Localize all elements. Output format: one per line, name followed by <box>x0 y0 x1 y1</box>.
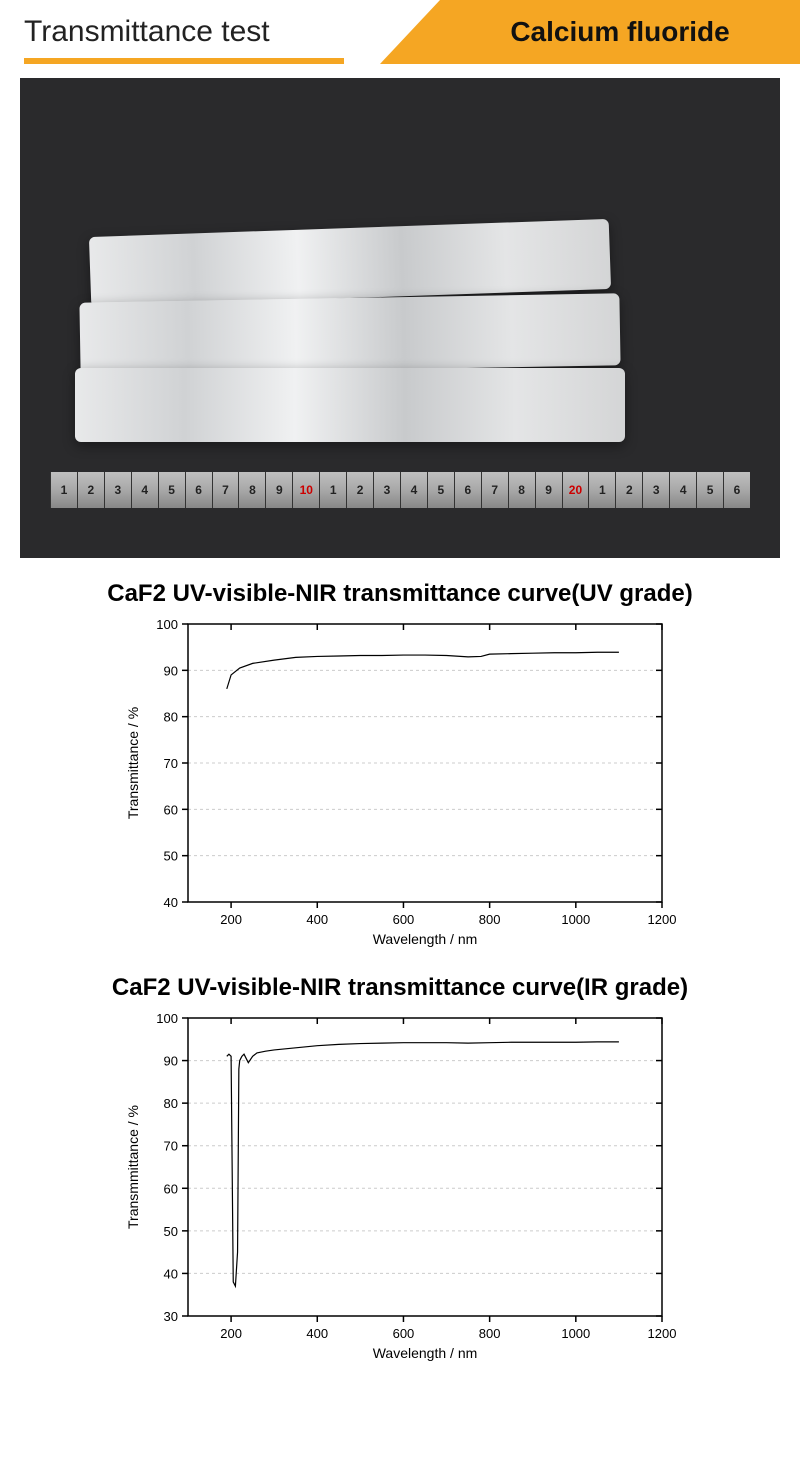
svg-text:400: 400 <box>306 1326 328 1341</box>
svg-text:200: 200 <box>220 1326 242 1341</box>
ruler: 1234567891012345678920123456 <box>50 472 750 508</box>
svg-text:100: 100 <box>156 1011 178 1026</box>
svg-text:50: 50 <box>164 1224 178 1239</box>
svg-text:1000: 1000 <box>561 912 590 927</box>
ruler-tick: 20 <box>562 472 589 508</box>
header-bar: Transmittance test Calcium fluoride <box>0 0 800 64</box>
svg-text:90: 90 <box>164 1054 178 1069</box>
ruler-tick: 3 <box>373 472 400 508</box>
svg-text:600: 600 <box>393 1326 415 1341</box>
svg-text:30: 30 <box>164 1309 178 1324</box>
ruler-tick: 6 <box>723 472 750 508</box>
svg-text:Transmmittance / %: Transmmittance / % <box>125 1105 141 1229</box>
ruler-tick: 7 <box>212 472 239 508</box>
svg-text:800: 800 <box>479 912 501 927</box>
ruler-tick: 9 <box>265 472 292 508</box>
svg-text:80: 80 <box>164 710 178 725</box>
ruler-tick: 3 <box>104 472 131 508</box>
header-underline <box>24 58 344 64</box>
svg-text:200: 200 <box>220 912 242 927</box>
ruler-tick: 1 <box>588 472 615 508</box>
ruler-tick: 5 <box>427 472 454 508</box>
ruler-tick: 5 <box>158 472 185 508</box>
svg-text:80: 80 <box>164 1096 178 1111</box>
ruler-tick: 6 <box>454 472 481 508</box>
svg-text:60: 60 <box>164 802 178 817</box>
header-right-title: Calcium fluoride <box>440 0 800 64</box>
svg-text:800: 800 <box>479 1326 501 1341</box>
svg-text:1000: 1000 <box>561 1326 590 1341</box>
ruler-tick: 6 <box>185 472 212 508</box>
svg-text:1200: 1200 <box>648 912 677 927</box>
ruler-tick: 4 <box>400 472 427 508</box>
svg-text:60: 60 <box>164 1181 178 1196</box>
ruler-tick: 4 <box>669 472 696 508</box>
svg-text:100: 100 <box>156 617 178 632</box>
ruler-tick: 2 <box>77 472 104 508</box>
ruler-tick: 3 <box>642 472 669 508</box>
ruler-tick: 7 <box>481 472 508 508</box>
ruler-tick: 4 <box>131 472 158 508</box>
svg-text:70: 70 <box>164 1139 178 1154</box>
svg-text:Wavelength / nm: Wavelength / nm <box>373 931 478 947</box>
product-photo: 1234567891012345678920123456 <box>20 78 780 558</box>
chart2: 200 400 600 800 1000 1200 30 40 50 60 70 80 90 100 Wav… <box>120 1006 680 1366</box>
ruler-tick: 9 <box>535 472 562 508</box>
svg-text:600: 600 <box>393 912 415 927</box>
svg-text:90: 90 <box>164 663 178 678</box>
svg-text:50: 50 <box>164 849 178 864</box>
chart2-title: CaF2 UV-visible-NIR transmittance curve(… <box>0 974 800 1002</box>
ruler-tick: 1 <box>50 472 77 508</box>
ruler-tick: 5 <box>696 472 723 508</box>
ruler-tick: 2 <box>346 472 373 508</box>
svg-text:40: 40 <box>164 895 178 910</box>
ruler-tick: 10 <box>292 472 319 508</box>
svg-text:Transmittance / %: Transmittance / % <box>125 707 141 819</box>
svg-text:1200: 1200 <box>648 1326 677 1341</box>
svg-text:400: 400 <box>306 912 328 927</box>
ruler-tick: 8 <box>508 472 535 508</box>
header-accent-triangle <box>380 0 440 64</box>
svg-text:40: 40 <box>164 1266 178 1281</box>
svg-text:Wavelength / nm: Wavelength / nm <box>373 1345 478 1361</box>
chart1: 200 400 600 800 1000 1200 40 50 60 70 80 90 100 Wavel… <box>120 612 680 952</box>
ruler-tick: 2 <box>615 472 642 508</box>
header-left-title: Transmittance test <box>0 15 270 49</box>
svg-text:70: 70 <box>164 756 178 771</box>
ruler-tick: 8 <box>238 472 265 508</box>
chart1-title: CaF2 UV-visible-NIR transmittance curve(… <box>0 580 800 608</box>
ruler-tick: 1 <box>319 472 346 508</box>
